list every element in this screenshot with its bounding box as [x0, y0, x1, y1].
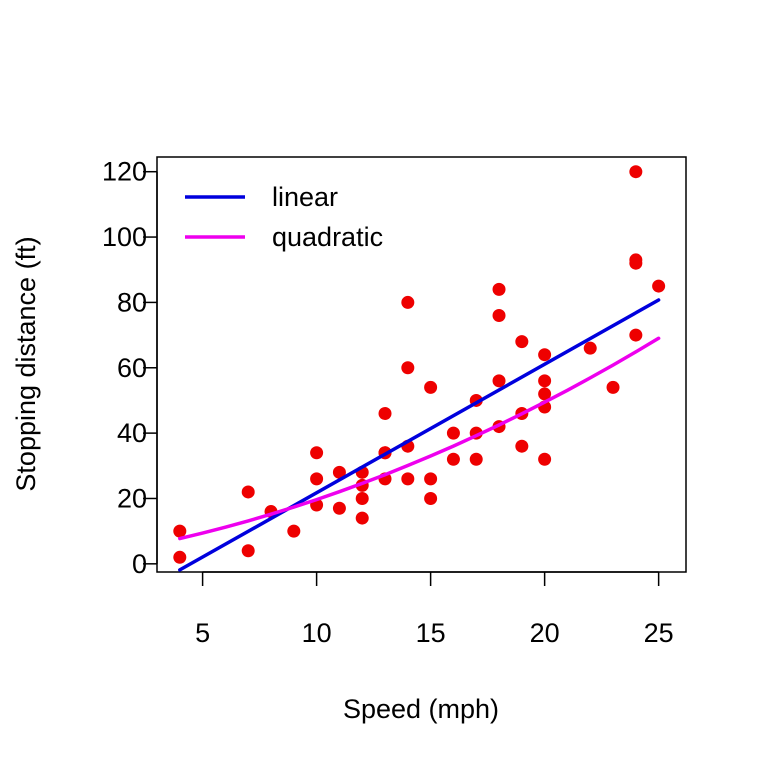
data-point	[310, 472, 324, 486]
data-point	[446, 426, 460, 440]
y-tick-label: 100	[102, 222, 147, 252]
series-line-linear	[178, 298, 661, 572]
data-point	[401, 295, 415, 309]
data-point	[492, 308, 506, 322]
x-axis-label: Speed (mph)	[343, 694, 499, 724]
data-point	[492, 374, 506, 388]
data-point	[538, 348, 552, 362]
data-point	[332, 501, 346, 515]
legend-label-quadratic: quadratic	[272, 222, 383, 252]
series-line-quadratic	[178, 336, 661, 541]
data-point	[515, 439, 529, 453]
x-tick-label: 5	[195, 618, 210, 648]
data-point	[241, 544, 255, 558]
y-axis-label: Stopping distance (ft)	[11, 236, 41, 491]
data-point	[310, 446, 324, 460]
data-point	[424, 472, 438, 486]
data-point	[652, 279, 666, 293]
data-point	[629, 165, 643, 179]
y-axis: 0 20 40 60 80 100 120	[102, 157, 158, 579]
data-point	[355, 511, 369, 525]
legend: linear quadratic	[185, 182, 383, 252]
data-point	[401, 361, 415, 375]
lines-layer	[178, 298, 661, 572]
data-point	[332, 465, 346, 479]
x-tick-label: 10	[302, 618, 332, 648]
y-tick-label: 40	[117, 418, 147, 448]
data-point	[401, 472, 415, 486]
data-point	[424, 380, 438, 394]
data-point	[378, 407, 392, 421]
data-point	[606, 380, 620, 394]
data-point	[355, 491, 369, 505]
y-tick-label: 60	[117, 353, 147, 383]
data-point	[538, 452, 552, 466]
data-point	[629, 328, 643, 342]
data-point	[424, 491, 438, 505]
data-point	[515, 335, 529, 349]
data-point	[469, 452, 483, 466]
data-point	[538, 387, 552, 401]
y-tick-label: 0	[132, 549, 147, 579]
x-tick-label: 20	[530, 618, 560, 648]
y-tick-label: 20	[117, 483, 147, 513]
data-point	[173, 524, 187, 538]
data-point	[629, 253, 643, 267]
data-point	[287, 524, 301, 538]
data-point	[446, 452, 460, 466]
data-point	[241, 485, 255, 499]
data-point	[492, 282, 506, 296]
x-tick-label: 25	[644, 618, 674, 648]
legend-label-linear: linear	[272, 182, 338, 212]
y-tick-label: 120	[102, 157, 147, 187]
data-point	[538, 374, 552, 388]
data-point	[173, 550, 187, 564]
x-axis: 5 10 15 20 25	[195, 571, 674, 648]
x-tick-label: 15	[416, 618, 446, 648]
points-layer	[173, 165, 666, 564]
data-point	[583, 341, 597, 355]
y-tick-label: 80	[117, 287, 147, 317]
